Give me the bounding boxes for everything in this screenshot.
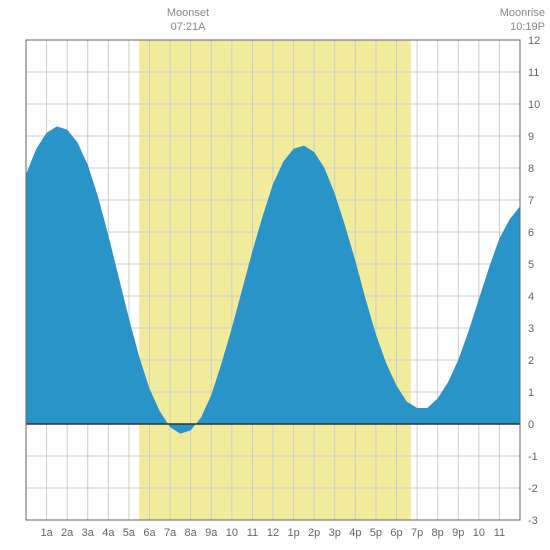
y-tick-label: 10 (528, 99, 540, 111)
x-tick-label: 1a (40, 527, 53, 539)
y-tick-label: 5 (528, 259, 534, 271)
x-tick-label: 2a (61, 527, 74, 539)
moonset-title: Moonset (158, 6, 218, 20)
x-tick-label: 9p (452, 527, 464, 539)
x-tick-label: 4p (349, 527, 361, 539)
y-tick-label: 8 (528, 163, 534, 175)
y-tick-label: 4 (528, 291, 534, 303)
x-tick-label: 7a (164, 527, 177, 539)
x-tick-label: 6a (143, 527, 156, 539)
y-tick-label: -1 (528, 451, 538, 463)
x-tick-label: 12 (267, 527, 279, 539)
y-tick-label: 9 (528, 131, 534, 143)
moonset-time: 07:21A (158, 20, 218, 34)
y-tick-label: 0 (528, 419, 534, 431)
y-tick-label: 11 (528, 67, 539, 79)
x-tick-label: 5a (123, 527, 136, 539)
x-tick-label: 11 (494, 527, 505, 539)
y-tick-label: 12 (528, 35, 540, 47)
y-tick-label: 1 (528, 387, 534, 399)
moonrise-annotation: Moonrise 10:19P (485, 6, 545, 35)
x-tick-label: 10 (473, 527, 485, 539)
y-tick-label: 2 (528, 355, 534, 367)
x-tick-label: 1p (287, 527, 299, 539)
x-tick-label: 3a (82, 527, 95, 539)
x-tick-label: 3p (329, 527, 341, 539)
moonset-annotation: Moonset 07:21A (158, 6, 218, 35)
x-tick-label: 5p (370, 527, 382, 539)
x-tick-label: 8a (185, 527, 198, 539)
y-tick-label: -3 (528, 515, 538, 527)
tide-chart: Moonset 07:21A Moonrise 10:19P 1a2a3a4a5… (0, 0, 550, 550)
y-tick-label: 3 (528, 323, 534, 335)
x-tick-label: 7p (411, 527, 423, 539)
x-tick-label: 9a (205, 527, 218, 539)
x-tick-label: 10 (226, 527, 238, 539)
chart-svg: 1a2a3a4a5a6a7a8a9a1011121p2p3p4p5p6p7p8p… (0, 0, 550, 550)
y-tick-label: -2 (528, 483, 538, 495)
y-tick-label: 6 (528, 227, 534, 239)
y-tick-label: 7 (528, 195, 534, 207)
x-tick-label: 8p (432, 527, 444, 539)
moonrise-time: 10:19P (485, 20, 545, 34)
x-tick-label: 4a (102, 527, 115, 539)
x-tick-label: 6p (390, 527, 402, 539)
x-tick-label: 2p (308, 527, 320, 539)
x-tick-label: 11 (247, 527, 258, 539)
moonrise-title: Moonrise (485, 6, 545, 20)
